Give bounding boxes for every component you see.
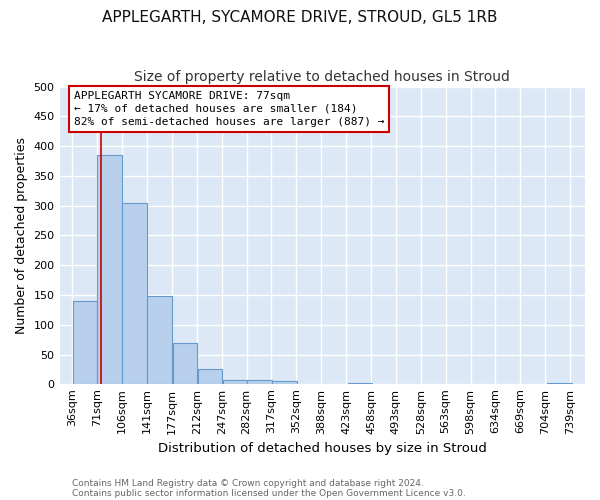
Title: Size of property relative to detached houses in Stroud: Size of property relative to detached ho…	[134, 70, 510, 84]
Bar	[173, 342, 197, 384]
X-axis label: Distribution of detached houses by size in Stroud: Distribution of detached houses by size …	[158, 442, 487, 455]
Bar	[547, 382, 572, 384]
Bar	[247, 380, 272, 384]
Bar	[97, 155, 122, 384]
Bar	[147, 296, 172, 384]
Text: APPLEGARTH SYCAMORE DRIVE: 77sqm
← 17% of detached houses are smaller (184)
82% : APPLEGARTH SYCAMORE DRIVE: 77sqm ← 17% o…	[74, 90, 384, 127]
Bar	[272, 382, 297, 384]
Bar	[197, 370, 222, 384]
Text: APPLEGARTH, SYCAMORE DRIVE, STROUD, GL5 1RB: APPLEGARTH, SYCAMORE DRIVE, STROUD, GL5 …	[102, 10, 498, 25]
Bar	[223, 380, 247, 384]
Bar	[73, 301, 97, 384]
Y-axis label: Number of detached properties: Number of detached properties	[15, 137, 28, 334]
Text: Contains HM Land Registry data © Crown copyright and database right 2024.: Contains HM Land Registry data © Crown c…	[72, 478, 424, 488]
Text: Contains public sector information licensed under the Open Government Licence v3: Contains public sector information licen…	[72, 488, 466, 498]
Bar	[347, 382, 372, 384]
Bar	[122, 202, 147, 384]
